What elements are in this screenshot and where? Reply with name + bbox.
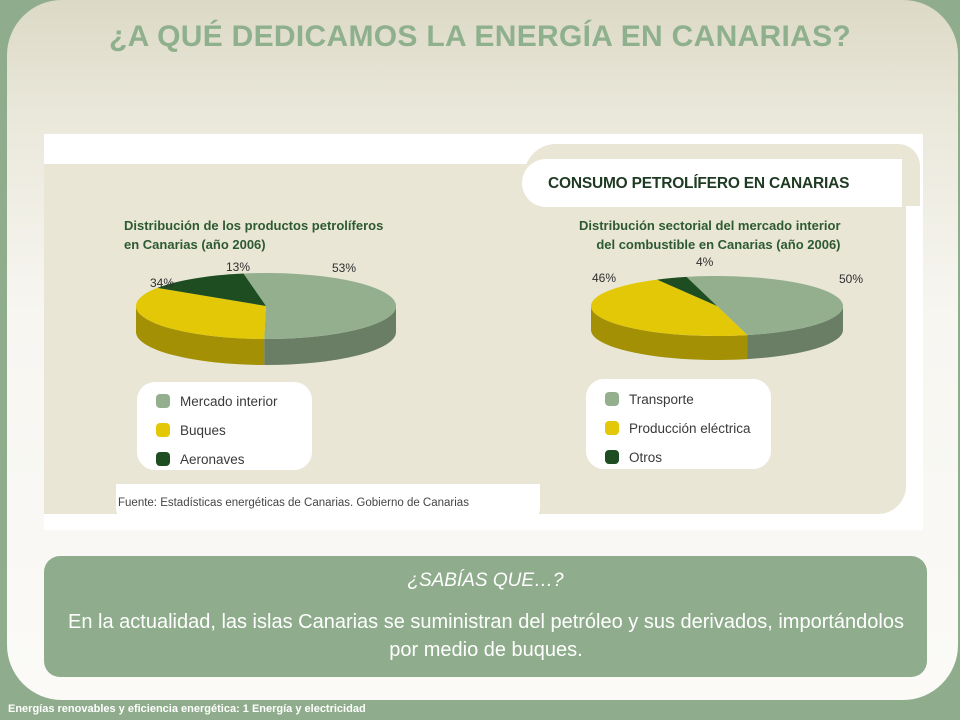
legend-label: Transporte xyxy=(629,391,694,407)
legend-item: Transporte xyxy=(605,389,694,409)
pie-slice-aeronaves xyxy=(157,273,266,306)
swatch-transporte xyxy=(605,392,619,406)
pie-side-buques xyxy=(136,306,265,365)
pie-slice-mercado-interior xyxy=(243,273,397,339)
pie-side-transporte xyxy=(747,306,843,360)
did-you-know-box: ¿SABÍAS QUE…? En la actualidad, las isla… xyxy=(44,556,927,677)
legend-label: Aeronaves xyxy=(180,451,245,467)
pie-side-mercado-interior xyxy=(264,306,396,365)
legend-label: Otros xyxy=(629,449,663,465)
pie-label: 13% xyxy=(226,260,250,274)
pie-label: 50% xyxy=(839,272,863,286)
pie-slice-buques xyxy=(136,287,266,339)
pie-slice-otros xyxy=(657,276,717,306)
chart2-title-line1: Distribución sectorial del mercado inter… xyxy=(579,218,841,233)
pie-label: 34% xyxy=(150,276,174,290)
pie-label: 46% xyxy=(592,271,616,285)
chart1-title-line2: en Canarias (año 2006) xyxy=(124,237,266,252)
did-you-know-text: En la actualidad, las islas Canarias se … xyxy=(68,611,904,661)
page-title: ¿A QUÉ DEDICAMOS LA ENERGÍA EN CANARIAS? xyxy=(108,20,852,53)
footer-text: Energías renovables y eficiencia energét… xyxy=(8,703,366,715)
legend-label: Producción eléctrica xyxy=(629,420,751,436)
heading-pill xyxy=(522,159,902,207)
swatch-aeronaves xyxy=(156,452,170,466)
source-box xyxy=(116,484,540,524)
chart2-title: Distribución sectorial del mercado inter… xyxy=(579,216,841,254)
pie-label: 4% xyxy=(696,255,714,269)
legend-item: Otros xyxy=(605,447,662,467)
chart1-title: Distribución de los productos petrolífer… xyxy=(124,216,383,254)
pie-slice-transporte xyxy=(686,276,844,336)
pie-slice-producción-eléctrica xyxy=(591,279,748,336)
swatch-otros xyxy=(605,450,619,464)
chart2-legend: Transporte Producción eléctrica Otros xyxy=(586,379,771,469)
pie-side-producción-eléctrica xyxy=(591,306,748,360)
swatch-mercado-interior xyxy=(156,394,170,408)
infographic-panel: CONSUMO PETROLÍFERO EN CANARIAS Distribu… xyxy=(44,134,923,530)
legend-item: Buques xyxy=(156,420,226,440)
chart1-legend: Mercado interior Buques Aeronaves xyxy=(137,382,312,470)
pie-charts: 53% 34% 13% 50% 46% 4% xyxy=(136,255,863,365)
legend-label: Buques xyxy=(180,422,226,438)
source-text: Fuente: Estadísticas energéticas de Cana… xyxy=(118,497,469,509)
swatch-produccion-electrica xyxy=(605,421,619,435)
infographic-heading: CONSUMO PETROLÍFERO EN CANARIAS xyxy=(548,175,850,192)
legend-item: Aeronaves xyxy=(156,449,245,469)
legend-item: Mercado interior xyxy=(156,391,278,411)
chart2-title-line2: del combustible en Canarias (año 2006) xyxy=(596,237,841,252)
legend-label: Mercado interior xyxy=(180,393,278,409)
chart1-title-line1: Distribución de los productos petrolífer… xyxy=(124,218,384,233)
did-you-know-heading: ¿SABÍAS QUE…? xyxy=(407,570,564,591)
swatch-buques xyxy=(156,423,170,437)
pie-label: 53% xyxy=(332,261,356,275)
legend-item: Producción eléctrica xyxy=(605,418,751,438)
